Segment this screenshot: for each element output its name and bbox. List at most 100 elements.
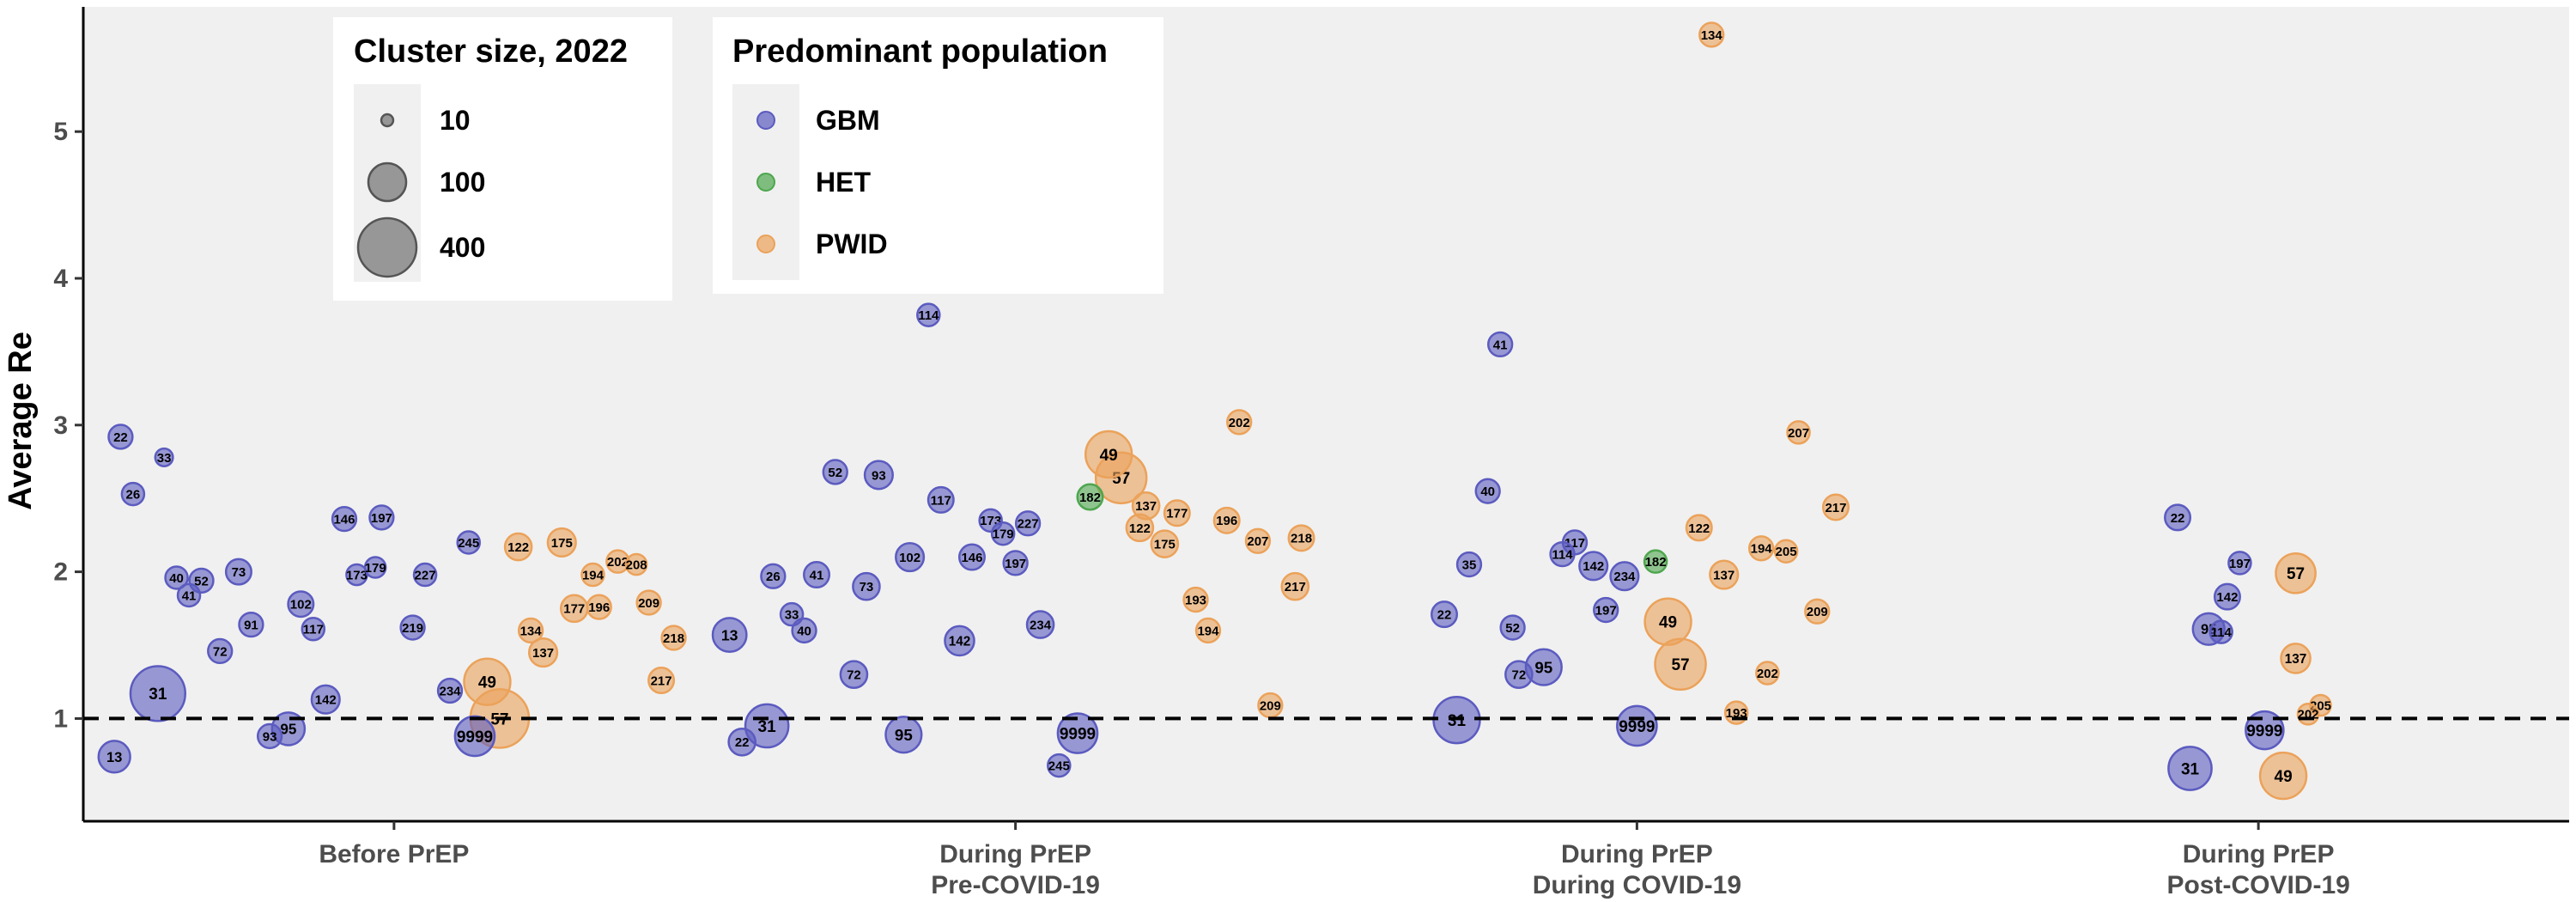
point-marker <box>2208 619 2233 644</box>
point-marker <box>256 722 283 750</box>
point-label: 22 <box>735 735 750 750</box>
data-point-52: 52 <box>1499 614 1526 641</box>
legend-size-marker <box>367 162 408 203</box>
point-label: 114 <box>918 308 939 323</box>
data-point-122: 122 <box>503 532 533 562</box>
data-point-117: 117 <box>927 485 955 514</box>
point-label: 137 <box>2285 652 2307 667</box>
data-point-40: 40 <box>1474 478 1501 504</box>
point-marker <box>310 684 341 715</box>
point-marker <box>1244 527 1272 554</box>
point-marker <box>2213 582 2241 611</box>
point-marker <box>517 617 544 644</box>
point-label: 234 <box>439 684 461 698</box>
data-point-179: 179 <box>990 521 1016 546</box>
data-point-134: 134 <box>517 617 544 644</box>
data-point-234: 234 <box>436 677 464 704</box>
point-marker <box>895 541 926 573</box>
point-marker <box>399 614 426 641</box>
point-marker <box>1163 499 1191 527</box>
point-marker <box>2275 552 2317 594</box>
data-point-196: 196 <box>1212 506 1241 534</box>
legend-pop-marker <box>756 111 775 130</box>
data-point-209: 209 <box>635 589 662 616</box>
data-point-182: 182 <box>1076 483 1104 511</box>
data-point-175: 175 <box>1150 529 1180 558</box>
data-point-202: 202 <box>1755 661 1780 686</box>
data-point-207: 207 <box>1244 527 1272 554</box>
data-point-13: 13 <box>97 740 131 774</box>
data-point-193: 193 <box>1182 586 1209 613</box>
point-marker <box>884 716 923 754</box>
point-marker <box>1150 529 1180 558</box>
point-label: 114 <box>1552 548 1573 563</box>
point-label: 207 <box>1788 426 1809 441</box>
point-marker <box>2245 710 2285 751</box>
point-label: 217 <box>1285 580 1306 594</box>
point-marker <box>2280 643 2312 674</box>
point-label: 95 <box>895 726 913 744</box>
data-point-234: 234 <box>1025 610 1055 639</box>
data-point-217: 217 <box>1280 571 1310 601</box>
point-label: 93 <box>263 729 277 744</box>
data-point-122: 122 <box>1125 513 1155 543</box>
point-label: 194 <box>582 568 605 582</box>
legend-pop-items: GBM HET PWID <box>756 105 888 259</box>
point-marker <box>1212 506 1241 534</box>
point-label: 173 <box>346 568 368 582</box>
point-marker <box>1194 617 1222 644</box>
point-marker <box>990 521 1016 546</box>
point-marker <box>503 532 533 562</box>
point-marker <box>1474 478 1501 504</box>
point-marker <box>711 617 748 653</box>
data-point-208: 208 <box>624 552 648 576</box>
point-marker <box>1786 420 1811 445</box>
data-point-202: 202 <box>605 549 630 574</box>
point-marker <box>97 740 131 774</box>
point-marker <box>760 563 787 589</box>
point-label: 177 <box>1166 507 1188 521</box>
x-tick-label: During PrEP Post-COVID-19 <box>2166 840 2349 899</box>
point-marker <box>1431 600 1459 629</box>
point-label: 218 <box>1291 532 1312 546</box>
data-point-9999: 9999 <box>1616 704 1658 747</box>
point-marker <box>1014 510 1042 537</box>
point-label: 234 <box>1030 619 1052 633</box>
data-point-22: 22 <box>2164 503 2192 532</box>
data-point-102: 102 <box>287 590 315 619</box>
point-marker <box>1821 493 1850 521</box>
point-label: 193 <box>1185 593 1206 607</box>
data-point-218: 218 <box>660 625 687 651</box>
point-label: 137 <box>532 646 554 661</box>
point-marker <box>1709 559 1740 590</box>
x-tick-label: During PrEP During COVID-19 <box>1533 840 1741 899</box>
point-marker <box>164 565 189 590</box>
data-point-114: 114 <box>916 302 941 327</box>
point-marker <box>1685 514 1713 542</box>
data-point-177: 177 <box>1163 499 1191 527</box>
data-point-142: 142 <box>2213 582 2241 611</box>
point-marker <box>852 571 881 601</box>
data-point-194: 194 <box>1747 535 1775 562</box>
point-label: 227 <box>415 568 436 582</box>
point-marker <box>580 562 605 588</box>
point-marker <box>120 481 146 507</box>
data-point-40: 40 <box>164 565 189 590</box>
data-point-137: 137 <box>1709 559 1740 590</box>
point-marker <box>1125 513 1155 543</box>
data-point-218: 218 <box>1287 524 1315 552</box>
point-label: 22 <box>113 430 128 445</box>
point-label: 197 <box>1595 603 1617 618</box>
point-label: 9999 <box>1619 718 1655 736</box>
data-point-122: 122 <box>1685 514 1713 542</box>
point-label: 122 <box>1688 521 1710 536</box>
point-marker <box>412 562 438 588</box>
point-label: 22 <box>2171 511 2185 526</box>
point-label: 40 <box>1480 485 1495 499</box>
data-point-197: 197 <box>368 504 395 531</box>
point-marker <box>1578 551 1609 582</box>
point-marker <box>154 447 174 467</box>
point-label: 52 <box>1505 621 1520 636</box>
legend-pop-label: PWID <box>816 229 888 259</box>
point-marker <box>1084 430 1133 479</box>
